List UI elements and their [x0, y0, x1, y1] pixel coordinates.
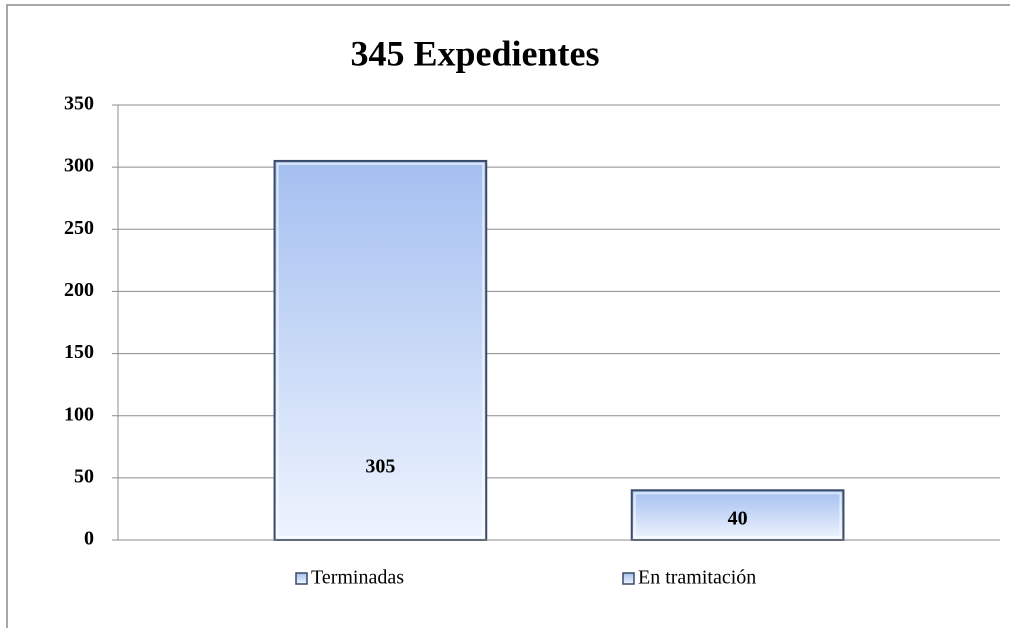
data-label: 305: [365, 456, 395, 478]
y-tick-label: 300: [64, 155, 94, 177]
chart-title: 345 Expedientes: [350, 33, 599, 73]
y-tick-label: 0: [84, 528, 94, 550]
legend-label: En tramitación: [638, 567, 756, 589]
y-tick-label: 150: [64, 341, 94, 363]
legend-label: Terminadas: [311, 567, 404, 589]
bar: [630, 489, 845, 541]
legend-swatch: [622, 572, 635, 585]
bar-bevel: [276, 162, 485, 539]
y-tick-label: 100: [64, 403, 94, 425]
y-tick-label: 350: [64, 93, 94, 115]
y-tick-label: 50: [74, 465, 94, 487]
bar-bevel: [633, 492, 842, 538]
chart-border: [6, 4, 1010, 628]
data-label: 40: [728, 508, 748, 530]
y-tick-label: 250: [64, 217, 94, 239]
y-tick-label: 200: [64, 279, 94, 301]
bar: [273, 159, 488, 542]
legend-swatch: [295, 572, 308, 585]
